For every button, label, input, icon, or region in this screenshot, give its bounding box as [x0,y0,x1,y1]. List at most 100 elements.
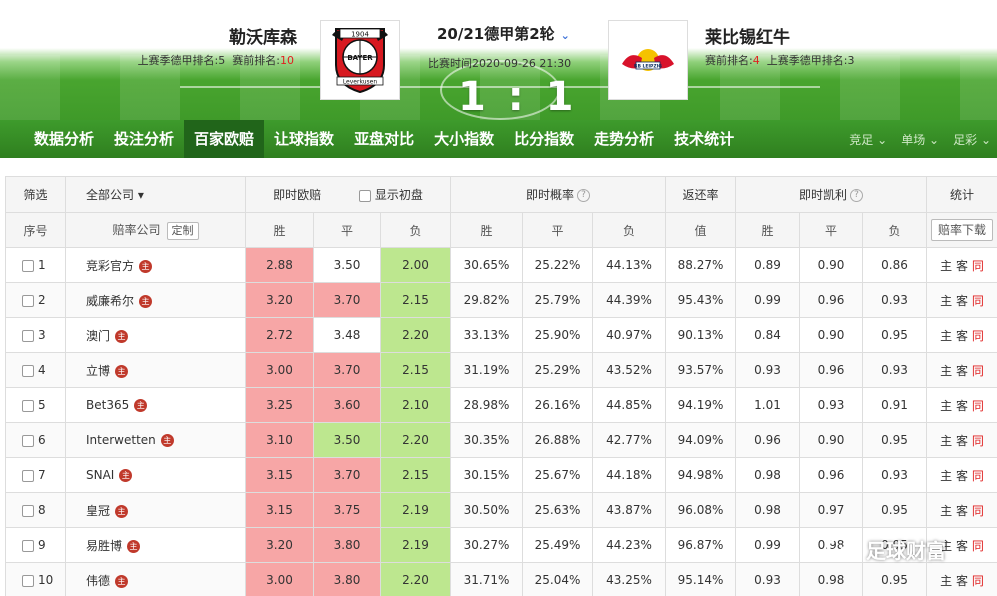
odds-lose[interactable]: 2.20 [379,562,452,596]
odds-lose[interactable]: 2.19 [379,527,452,563]
match-title[interactable]: 20/21德甲第2轮 ⌄ [437,23,570,44]
same-link[interactable]: 同 [971,573,984,588]
odds-draw[interactable]: 3.50 [313,422,381,458]
odds-lose[interactable]: 2.15 [379,457,452,493]
odds-win[interactable]: 3.00 [245,352,314,388]
odds-win[interactable]: 2.88 [245,247,314,283]
table-row[interactable]: 1 竞彩官方主 2.88 3.50 2.00 30.65% 25.22% 44.13% 88.2… [5,247,997,283]
same-link[interactable]: 同 [971,468,984,483]
home-link[interactable]: 主 [940,328,953,343]
same-link[interactable]: 同 [971,503,984,518]
away-link[interactable]: 客 [956,258,969,273]
nav-betting-analysis[interactable]: 投注分析 [114,130,175,148]
away-team-logo[interactable]: RB LEIPZIG [608,20,688,100]
away-link[interactable]: 客 [956,363,969,378]
table-row[interactable]: 10 伟德主 3.00 3.80 2.20 31.71% 25.04% 43.25% 95.14… [5,562,997,596]
away-link[interactable]: 客 [956,433,969,448]
same-link[interactable]: 同 [971,433,984,448]
show-initial-checkbox[interactable] [358,189,371,202]
home-link[interactable]: 主 [940,503,953,518]
company-name[interactable]: SNAI [86,468,115,482]
home-link[interactable]: 主 [940,538,953,553]
company-cell[interactable]: 威廉希尔主 [65,282,246,318]
company-name[interactable]: 立博 [86,363,111,378]
row-checkbox[interactable] [22,364,34,377]
odds-draw[interactable]: 3.48 [313,317,381,353]
nav-jingzu[interactable]: 竞足 ⌄ [849,131,887,148]
company-name[interactable]: 皇冠 [86,503,111,518]
odds-lose[interactable]: 2.15 [379,352,452,388]
same-link[interactable]: 同 [971,258,984,273]
odds-win[interactable]: 3.20 [245,527,314,563]
company-cell[interactable]: 澳门主 [65,317,246,353]
home-link[interactable]: 主 [940,573,953,588]
chevron-down-icon[interactable]: ⌄ [560,29,570,42]
odds-lose[interactable]: 2.15 [379,282,452,318]
odds-draw[interactable]: 3.80 [313,562,381,596]
odds-win[interactable]: 3.15 [245,492,314,528]
away-link[interactable]: 客 [956,468,969,483]
odds-win[interactable]: 3.25 [245,387,314,423]
company-cell[interactable]: 皇冠主 [65,492,246,528]
nav-zucai[interactable]: 足彩 ⌄ [953,131,991,148]
odds-win[interactable]: 3.15 [245,457,314,493]
table-row[interactable]: 7 SNAI 主 3.15 3.70 2.15 30.15% 25.67% 44.18% 94.9… [5,457,997,493]
odds-win[interactable]: 2.72 [245,317,314,353]
row-checkbox[interactable] [22,504,34,517]
company-cell[interactable]: Interwetten 主 [65,422,246,458]
odds-download-button[interactable]: 赔率下载 [931,219,994,241]
home-link[interactable]: 主 [940,258,953,273]
away-link[interactable]: 客 [956,328,969,343]
away-link[interactable]: 客 [956,398,969,413]
help-icon[interactable]: ? [577,189,591,202]
same-link[interactable]: 同 [971,328,984,343]
odds-lose[interactable]: 2.20 [379,317,452,353]
home-team-name[interactable]: 勒沃库森 [229,28,297,48]
row-checkbox[interactable] [22,259,34,272]
away-link[interactable]: 客 [956,503,969,518]
table-row[interactable]: 3 澳门主 2.72 3.48 2.20 33.13% 25.90% 40.97% 90.13%… [5,317,997,353]
row-checkbox[interactable] [22,539,34,552]
away-link[interactable]: 客 [956,293,969,308]
company-cell[interactable]: 伟德主 [65,562,246,596]
company-cell[interactable]: Bet365 主 [65,387,246,423]
same-link[interactable]: 同 [971,398,984,413]
company-name[interactable]: 威廉希尔 [86,293,135,308]
nav-asian-compare[interactable]: 亚盘对比 [354,130,415,148]
home-link[interactable]: 主 [940,433,953,448]
nav-danchang[interactable]: 单场 ⌄ [901,131,939,148]
row-checkbox[interactable] [22,434,34,447]
odds-lose[interactable]: 2.00 [379,247,452,283]
odds-win[interactable]: 3.00 [245,562,314,596]
home-link[interactable]: 主 [940,293,953,308]
row-checkbox[interactable] [22,574,34,587]
help-icon[interactable]: ? [850,189,864,202]
row-checkbox[interactable] [22,399,34,412]
company-cell[interactable]: 立博主 [65,352,246,388]
custom-button[interactable]: 定制 [166,221,199,240]
show-initial-toggle[interactable]: 显示初盘 [358,188,423,202]
row-checkbox[interactable] [22,329,34,342]
nav-data-analysis[interactable]: 数据分析 [34,130,95,148]
table-row[interactable]: 4 立博主 3.00 3.70 2.15 31.19% 25.29% 43.52% 93.57%… [5,352,997,388]
nav-handicap-index[interactable]: 让球指数 [274,130,335,148]
away-team-name[interactable]: 莱比锡红牛 [705,28,790,48]
nav-trend-analysis[interactable]: 走势分析 [594,130,655,148]
row-checkbox[interactable] [22,294,34,307]
away-link[interactable]: 客 [956,538,969,553]
odds-lose[interactable]: 2.20 [379,422,452,458]
same-link[interactable]: 同 [971,538,984,553]
nav-european-odds[interactable]: 百家欧赔 [184,120,265,158]
odds-lose[interactable]: 2.19 [379,492,452,528]
odds-draw[interactable]: 3.70 [313,457,381,493]
table-row[interactable]: 9 易胜博主 3.20 3.80 2.19 30.27% 25.49% 44.23% 96.87… [5,527,997,563]
odds-win[interactable]: 3.20 [245,282,314,318]
company-cell[interactable]: 易胜博主 [65,527,246,563]
odds-draw[interactable]: 3.80 [313,527,381,563]
company-cell[interactable]: SNAI 主 [65,457,246,493]
table-row[interactable]: 6 Interwetten 主 3.10 3.50 2.20 30.35% 26.88% 42.… [5,422,997,458]
odds-win[interactable]: 3.10 [245,422,314,458]
odds-lose[interactable]: 2.10 [379,387,452,423]
home-link[interactable]: 主 [940,468,953,483]
nav-over-under[interactable]: 大小指数 [434,130,495,148]
